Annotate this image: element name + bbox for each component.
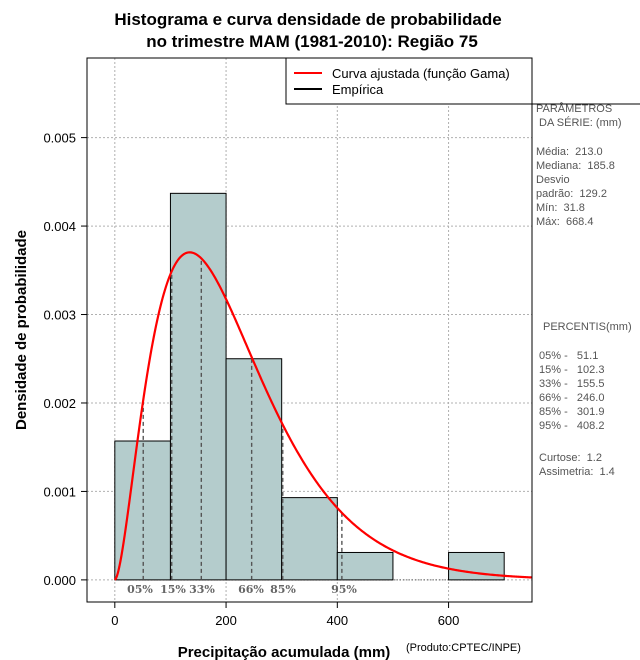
assimetria-value: Assimetria: 1.4 [539, 466, 615, 478]
percentile-labels: 05% 15% 33% 66% 85% 95% [127, 583, 357, 596]
param-max: Máx: 668.4 [536, 216, 593, 228]
histogram-bar-1 [169, 192, 227, 581]
percentile-label-85: 85% [270, 583, 296, 596]
y-tick-label-5: 0.005 [43, 131, 76, 146]
percentile-05: 05% - 51.1 [539, 350, 598, 362]
y-tick-label-0: 0.000 [43, 573, 76, 588]
chart-title-line-2: no trimestre MAM (1981-2010): Região 75 [146, 32, 478, 51]
param-desvio-1: Desvio [536, 174, 570, 186]
histogram-bar-2 [225, 358, 283, 581]
percentile-15: 15% - 102.3 [539, 364, 604, 376]
histogram-bars [114, 192, 505, 581]
x-axis: 0 200 400 600 [111, 602, 459, 628]
params-title-1: PARÂMETROS [536, 102, 612, 115]
percentile-label-66: 66% [238, 583, 264, 596]
series-parameters-panel: PARÂMETROS DA SÉRIE: (mm) Média: 213.0 M… [536, 102, 622, 228]
percentile-label-33: 33% [189, 583, 215, 596]
legend: Curva ajustada (função Gama) Empírica [285, 57, 533, 105]
percentile-95: 95% - 408.2 [539, 420, 604, 432]
x-axis-label: Precipitação acumulada (mm) [178, 644, 391, 660]
legend-fit-label: Curva ajustada (função Gama) [332, 66, 510, 81]
x-tick-label-2: 400 [326, 613, 348, 628]
param-min: Mín: 31.8 [536, 202, 585, 214]
percentile-66: 66% - 246.0 [539, 392, 604, 404]
y-axis-label: Densidade de probabilidade [13, 230, 30, 430]
histogram-bar-4 [336, 551, 394, 581]
y-tick-label-1: 0.001 [43, 484, 76, 499]
param-mediana: Mediana: 185.8 [536, 160, 615, 172]
percentile-label-95: 95% [331, 583, 357, 596]
curtose-value: Curtose: 1.2 [539, 452, 602, 464]
params-title-2: DA SÉRIE: (mm) [536, 116, 622, 129]
percentis-title: PERCENTIS(mm) [543, 321, 632, 333]
param-media: Média: 213.0 [536, 146, 603, 158]
percentile-label-15: 15% [160, 583, 186, 596]
percentile-33: 33% - 155.5 [539, 378, 604, 390]
y-tick-label-3: 0.003 [43, 308, 76, 323]
legend-box [285, 57, 533, 105]
y-tick-label-2: 0.002 [43, 396, 76, 411]
gamma-fit-curve [113, 251, 533, 581]
percentiles-panel: PERCENTIS(mm) 05% - 51.1 15% - 102.3 33%… [539, 321, 632, 478]
percentile-label-05: 05% [127, 583, 153, 596]
y-axis: 0.000 0.001 0.002 0.003 0.004 0.005 [43, 131, 87, 588]
x-tick-label-3: 600 [438, 613, 460, 628]
x-tick-label-0: 0 [111, 613, 118, 628]
x-tick-label-1: 200 [215, 613, 237, 628]
legend-empirical-label: Empírica [332, 82, 384, 97]
percentile-lines [142, 258, 343, 580]
histogram-bar-0 [114, 440, 171, 581]
param-desvio-2: padrão: 129.2 [536, 188, 607, 200]
credit-text: (Produto:CPTEC/INPE) [406, 642, 521, 654]
y-tick-label-4: 0.004 [43, 219, 76, 234]
percentile-85: 85% - 301.9 [539, 406, 604, 418]
chart-title-line-1: Histograma e curva densidade de probabil… [114, 10, 501, 29]
histogram-bar-3 [281, 497, 338, 581]
gamma-curve-layer [113, 251, 533, 581]
